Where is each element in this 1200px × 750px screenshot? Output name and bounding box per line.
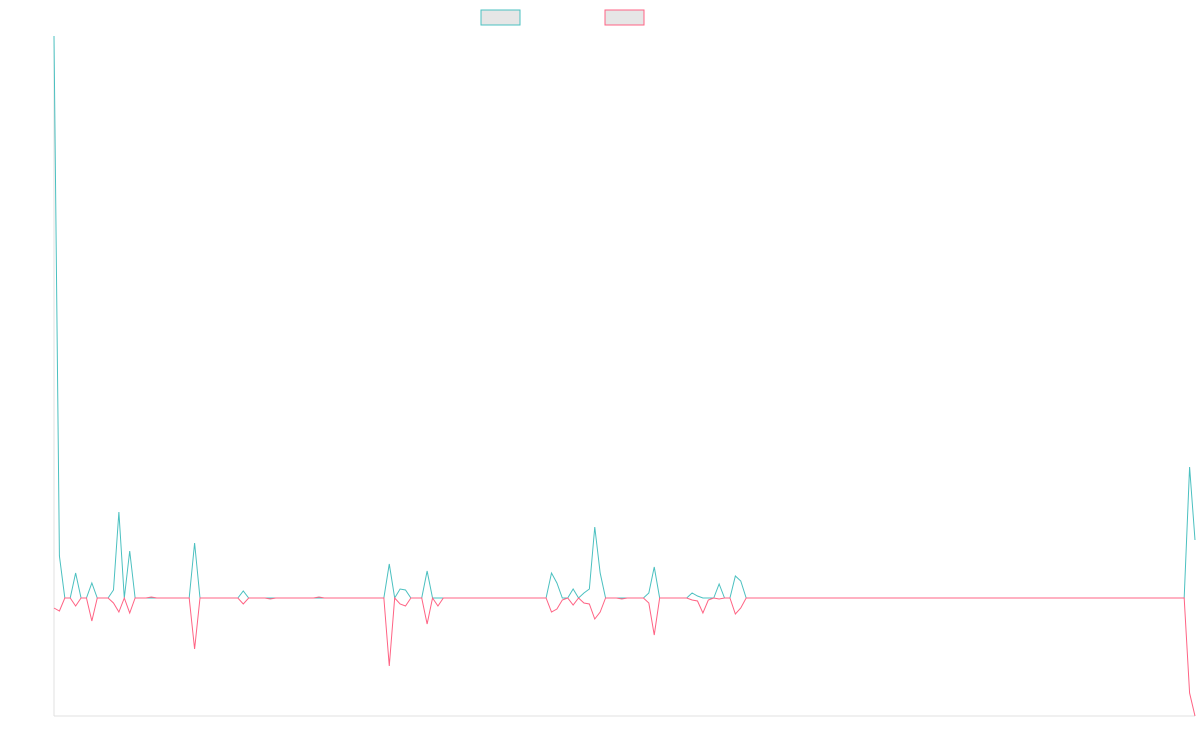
legend-swatch: [604, 9, 645, 26]
series-line: [53, 35, 1196, 600]
series-line: [53, 596, 1196, 717]
legend-swatch: [480, 9, 521, 26]
